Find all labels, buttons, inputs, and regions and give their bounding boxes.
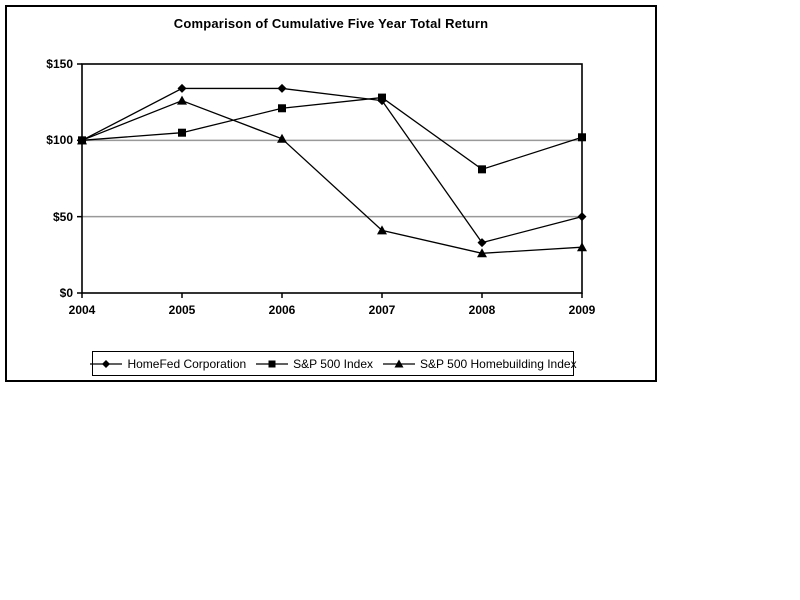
x-axis-tick-label: 2006 (268, 303, 296, 317)
legend-item-homefed-corporation: HomeFed Corporation (89, 357, 246, 371)
legend-label: S&P 500 Homebuilding Index (420, 356, 577, 371)
square-marker-icon (256, 360, 289, 367)
triangle-marker-icon (383, 359, 416, 367)
plot-area (77, 63, 587, 298)
triangle-marker-icon (477, 248, 487, 258)
chart-title: Comparison of Cumulative Five Year Total… (173, 16, 489, 31)
diamond-marker-icon (177, 83, 187, 93)
x-axis-tick-label: 2009 (568, 303, 596, 317)
triangle-marker-icon (277, 133, 287, 143)
triangle-marker-icon (577, 242, 587, 252)
y-axis-tick-label: $0 (59, 286, 73, 300)
x-axis-tick-label: 2008 (468, 303, 496, 317)
legend-label: HomeFed Corporation (127, 356, 247, 371)
plot-frame (81, 63, 583, 294)
x-axis-tick-label: 2005 (168, 303, 196, 317)
series-line (81, 96, 583, 171)
square-marker-icon (578, 133, 586, 142)
series-line (81, 99, 583, 254)
triangle-marker-icon (377, 225, 387, 235)
legend-label: S&P 500 Index (293, 356, 374, 371)
series-line (81, 87, 583, 244)
square-marker-icon (178, 128, 186, 137)
square-marker-icon (378, 93, 386, 102)
legend-item-sp500-index: S&P 500 Index (255, 357, 373, 371)
performance-chart-figure: Comparison of Cumulative Five Year Total… (5, 5, 657, 382)
square-marker-icon (278, 104, 286, 113)
triangle-marker-icon (77, 135, 87, 145)
diamond-marker-icon (90, 359, 123, 368)
y-axis-tick-label: $50 (52, 210, 73, 224)
legend-item-sp500-homebuilding-index: S&P 500 Homebuilding Index (382, 357, 577, 371)
diamond-marker-icon (277, 83, 287, 93)
triangle-marker-icon (177, 95, 187, 105)
diamond-marker-icon (477, 238, 487, 248)
y-axis-tick-label: $150 (46, 57, 73, 71)
y-axis-tick-label: $100 (46, 133, 73, 147)
diamond-marker-icon (577, 212, 587, 222)
legend: HomeFed Corporation S&P 500 Index S&P 50… (89, 351, 577, 376)
square-marker-icon (478, 165, 486, 174)
x-axis-tick-label: 2007 (368, 303, 396, 317)
x-axis-tick-label: 2004 (68, 303, 96, 317)
